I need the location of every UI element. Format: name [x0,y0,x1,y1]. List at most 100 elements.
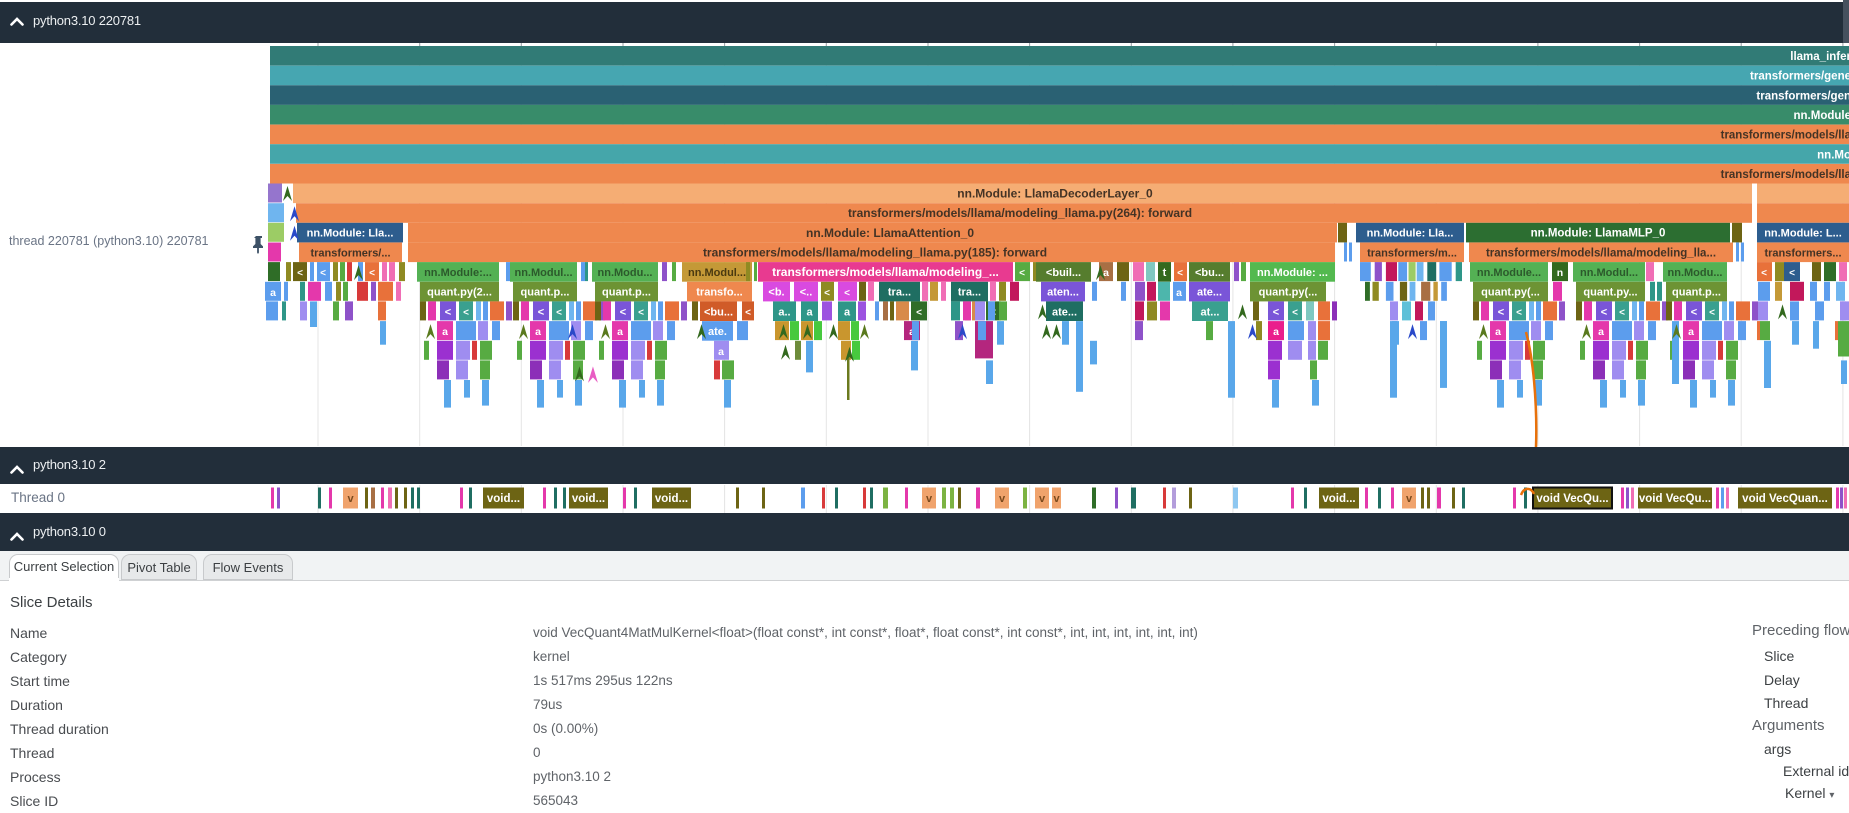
svg-text:<: < [1601,307,1607,319]
svg-text:tra...: tra... [958,287,981,299]
svg-text:a: a [535,326,541,338]
svg-text:nn.Mo: nn.Mo [1817,149,1849,161]
svg-text:<: < [916,308,922,319]
svg-text:<: < [844,288,850,299]
svg-text:a: a [1176,287,1182,299]
svg-text:nn.Module: LlamaDecoderLayer_0: nn.Module: LlamaDecoderLayer_0 [957,187,1153,201]
svg-text:t: t [1163,267,1167,279]
svg-text:<bu...: <bu... [1195,267,1224,279]
svg-text:a: a [1598,326,1604,338]
svg-text:a: a [442,326,448,338]
svg-text:transformers...: transformers... [1764,247,1841,259]
svg-text:tra...: tra... [888,287,911,299]
svg-text:void VecQuan...: void VecQuan... [1742,493,1828,505]
svg-text:nn.Modul...: nn.Modul... [688,267,746,279]
svg-text:<: < [1709,308,1715,319]
svg-text:nn.Module: nn.Module [1794,110,1849,122]
svg-text:<b.: <b. [768,287,784,299]
svg-text:transfo...: transfo... [696,287,742,299]
svg-text:<: < [620,307,626,319]
svg-text:void VecQu...: void VecQu... [1639,493,1711,505]
svg-text:nn.Module...: nn.Module... [1477,267,1541,279]
svg-text:nn.Modu...: nn.Modu... [1668,267,1723,279]
svg-text:nn.Modul...: nn.Modul... [1580,267,1638,279]
svg-text:v: v [1053,493,1060,505]
svg-text:nn.Modul...: nn.Modul... [514,267,572,279]
svg-text:<: < [1292,308,1298,319]
svg-text:nn.Module: ...: nn.Module: ... [1257,267,1328,279]
svg-text:ate...: ate... [1197,287,1222,299]
svg-text:transformers/gen: transformers/gen [1756,90,1849,102]
svg-text:a: a [270,287,276,299]
svg-text:transformers/m...: transformers/m... [1367,247,1457,259]
svg-text:nn.Module:...: nn.Module:... [424,267,492,279]
svg-text:nn.Module: L...: nn.Module: L... [1764,228,1842,240]
svg-text:nn.Module: LlamaAttention_0: nn.Module: LlamaAttention_0 [806,226,974,240]
svg-text:void...: void... [572,493,605,505]
svg-text:<: < [1789,268,1795,279]
svg-text:a: a [806,306,813,318]
svg-text:nn.Modu...: nn.Modu... [598,267,653,279]
svg-text:<: < [1516,308,1522,319]
svg-text:nn.Module: LlamaMLP_0: nn.Module: LlamaMLP_0 [1531,228,1666,240]
svg-text:n: n [1557,267,1563,279]
svg-text:<..: <.. [800,287,813,299]
svg-text:ate.: ate. [708,326,727,338]
svg-text:llama_infer: llama_infer [1790,51,1849,63]
svg-text:aten...: aten... [1047,287,1079,299]
svg-text:void...: void... [487,493,520,505]
svg-text:<: < [463,308,469,319]
svg-text:<: < [320,268,326,279]
svg-text:transformers/models/lla: transformers/models/lla [1721,130,1849,142]
svg-text:v: v [926,493,933,505]
svg-text:nn.Module: Lla...: nn.Module: Lla... [307,228,394,240]
svg-text:quant.py(...: quant.py(... [1481,287,1540,299]
svg-text:<: < [538,307,544,319]
svg-text:a: a [1495,326,1501,338]
svg-text:<: < [556,308,562,319]
svg-text:<: < [638,308,644,319]
svg-text:ate...: ate... [1052,306,1077,318]
svg-text:a: a [718,346,724,358]
svg-text:<: < [745,308,751,319]
svg-text:transformers/models/llama/mode: transformers/models/llama/modeling_lla..… [1486,247,1716,259]
svg-text:v: v [347,493,354,505]
svg-text:quant.p...: quant.p... [602,287,651,299]
svg-text:nn.Module: Lla...: nn.Module: Lla... [1367,228,1454,240]
svg-text:transformers/gene: transformers/gene [1750,71,1849,83]
svg-text:<: < [297,268,303,279]
svg-text:quant.p...: quant.p... [1672,287,1721,299]
svg-text:void...: void... [655,493,688,505]
svg-text:<bu...: <bu... [704,306,733,318]
svg-text:void VecQu...: void VecQu... [1536,493,1608,505]
svg-text:transformers/models/lla: transformers/models/lla [1721,169,1849,181]
svg-text:a: a [1273,326,1279,338]
svg-text:<: < [1691,307,1697,319]
svg-text:v: v [1406,493,1413,505]
svg-text:transformers/models/llama/mode: transformers/models/llama/modeling_llama… [848,206,1192,220]
svg-text:a: a [1688,326,1694,338]
svg-text:<: < [824,288,830,299]
svg-text:<: < [1273,307,1279,319]
svg-text:<: < [1019,268,1025,279]
svg-text:transformers/models/llama/mode: transformers/models/llama/modeling_... [772,265,999,279]
svg-text:<: < [1498,307,1504,319]
svg-text:<: < [369,268,375,279]
svg-text:a..: a.. [778,306,790,318]
svg-text:transformers/...: transformers/... [310,247,390,259]
svg-text:<buil...: <buil... [1046,267,1081,279]
svg-text:quant.py...: quant.py... [1583,287,1637,299]
svg-text:<: < [1761,268,1767,279]
svg-text:at...: at... [1201,306,1220,318]
svg-text:quant.py(2...: quant.py(2... [427,287,492,299]
svg-text:v: v [999,493,1006,505]
svg-text:v: v [1039,493,1046,505]
svg-text:void...: void... [1322,493,1355,505]
svg-text:a: a [617,326,623,338]
svg-text:a: a [844,306,851,318]
svg-text:quant.py(...: quant.py(... [1259,287,1318,299]
svg-text:transformers/models/llama/mode: transformers/models/llama/modeling_llama… [703,246,1047,260]
svg-text:quant.p...: quant.p... [521,287,570,299]
svg-text:<: < [445,307,451,319]
svg-text:<: < [1177,268,1183,279]
